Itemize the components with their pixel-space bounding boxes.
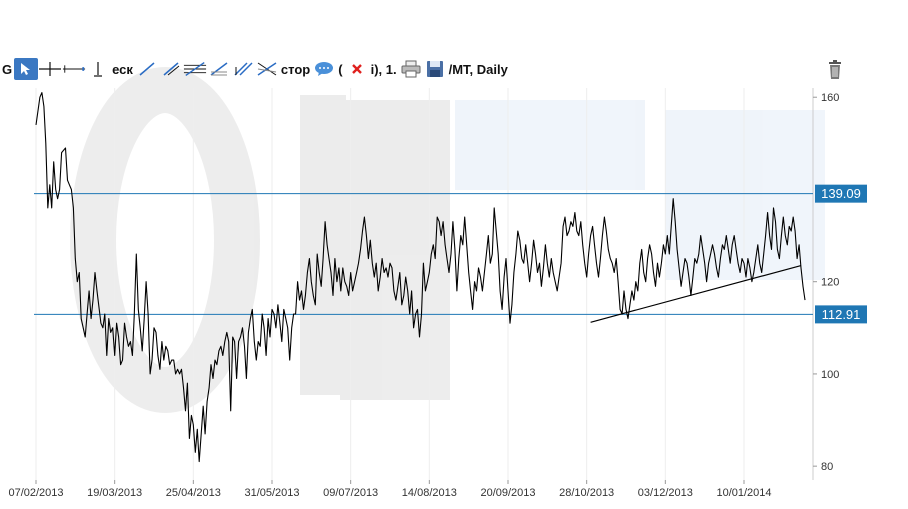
x-tick-label: 25/04/2013 bbox=[166, 487, 221, 499]
y-axis-ticks: 80 100 120 160 bbox=[813, 92, 839, 473]
print-icon[interactable] bbox=[399, 58, 423, 80]
level-label: 139.09 bbox=[821, 186, 861, 201]
level-lines: 139.09 112.91 bbox=[34, 184, 867, 324]
x-tick-label: 14/08/2013 bbox=[402, 487, 457, 499]
trend-line-tool-icon[interactable] bbox=[135, 58, 159, 80]
x-tick-label: 07/02/2013 bbox=[8, 487, 63, 499]
price-series bbox=[35, 92, 806, 463]
vertical-line-tool-icon[interactable] bbox=[86, 58, 110, 80]
parallel-lines-tool-icon[interactable] bbox=[231, 58, 255, 80]
trash-icon[interactable] bbox=[826, 60, 844, 80]
toolbar-title-fragment: G bbox=[2, 61, 13, 77]
x-tick-label: 28/10/2013 bbox=[559, 487, 614, 499]
y-tick-label: 100 bbox=[821, 369, 839, 381]
x-tick-label: 19/03/2013 bbox=[87, 487, 142, 499]
toolbar-title-fragment: /MT, Daily bbox=[448, 61, 508, 77]
chart-grid bbox=[35, 88, 745, 480]
trend-line-segment[interactable] bbox=[590, 264, 802, 323]
x-tick-label: 09/07/2013 bbox=[323, 487, 378, 499]
level-label: 112.91 bbox=[822, 307, 861, 322]
x-tick-label: 03/12/2013 bbox=[638, 487, 693, 499]
x-tick-label: 20/09/2013 bbox=[480, 487, 535, 499]
y-tick-label: 80 bbox=[821, 461, 833, 473]
y-tick-label: 160 bbox=[821, 92, 839, 104]
fan-tool-icon[interactable] bbox=[255, 58, 279, 80]
crosshair-tool-icon[interactable] bbox=[38, 58, 62, 80]
x-axis-ticks: 07/02/2013 19/03/2013 25/04/2013 31/05/2013… bbox=[8, 480, 772, 499]
price-series-line bbox=[35, 92, 806, 463]
chart-toolbar: G еск стор ( i), 1. /MT, Daily bbox=[0, 56, 908, 82]
level-label-box bbox=[815, 305, 867, 324]
ray-tool-icon[interactable] bbox=[159, 58, 183, 80]
toolbar-title-fragment: ( bbox=[338, 61, 343, 77]
channel-tool-icon[interactable] bbox=[183, 58, 207, 80]
trend-line[interactable] bbox=[590, 264, 802, 323]
delete-x-icon[interactable] bbox=[345, 58, 369, 80]
toolbar-title-fragment: i), 1. bbox=[370, 61, 397, 77]
x-tick-label: 10/01/2014 bbox=[716, 487, 771, 499]
toolbar-title-fragment: стор bbox=[280, 61, 311, 77]
fibonacci-tool-icon[interactable] bbox=[207, 58, 231, 80]
horizontal-line-tool-icon[interactable] bbox=[62, 58, 86, 80]
x-tick-label: 31/05/2013 bbox=[244, 487, 299, 499]
cursor-tool-icon[interactable] bbox=[14, 58, 39, 80]
toolbar-title-fragment: еск bbox=[112, 61, 133, 77]
level-label-box bbox=[815, 184, 867, 203]
comment-icon[interactable] bbox=[312, 58, 336, 80]
oilstat-watermark bbox=[70, 67, 825, 413]
y-tick-label: 120 bbox=[821, 277, 839, 289]
save-icon[interactable] bbox=[423, 58, 447, 80]
